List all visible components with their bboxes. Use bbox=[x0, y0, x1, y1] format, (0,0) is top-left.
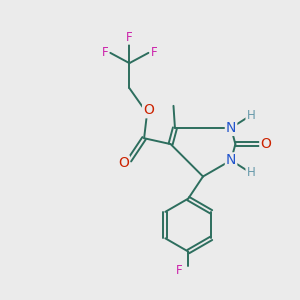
Text: O: O bbox=[118, 156, 129, 170]
Text: F: F bbox=[102, 46, 108, 59]
Text: F: F bbox=[176, 264, 183, 277]
Text: H: H bbox=[246, 109, 255, 122]
Text: O: O bbox=[143, 103, 154, 117]
Text: H: H bbox=[246, 167, 255, 179]
Text: N: N bbox=[226, 153, 236, 167]
Text: F: F bbox=[151, 46, 157, 59]
Text: F: F bbox=[126, 31, 133, 44]
Text: N: N bbox=[226, 121, 236, 135]
Text: O: O bbox=[260, 137, 271, 151]
